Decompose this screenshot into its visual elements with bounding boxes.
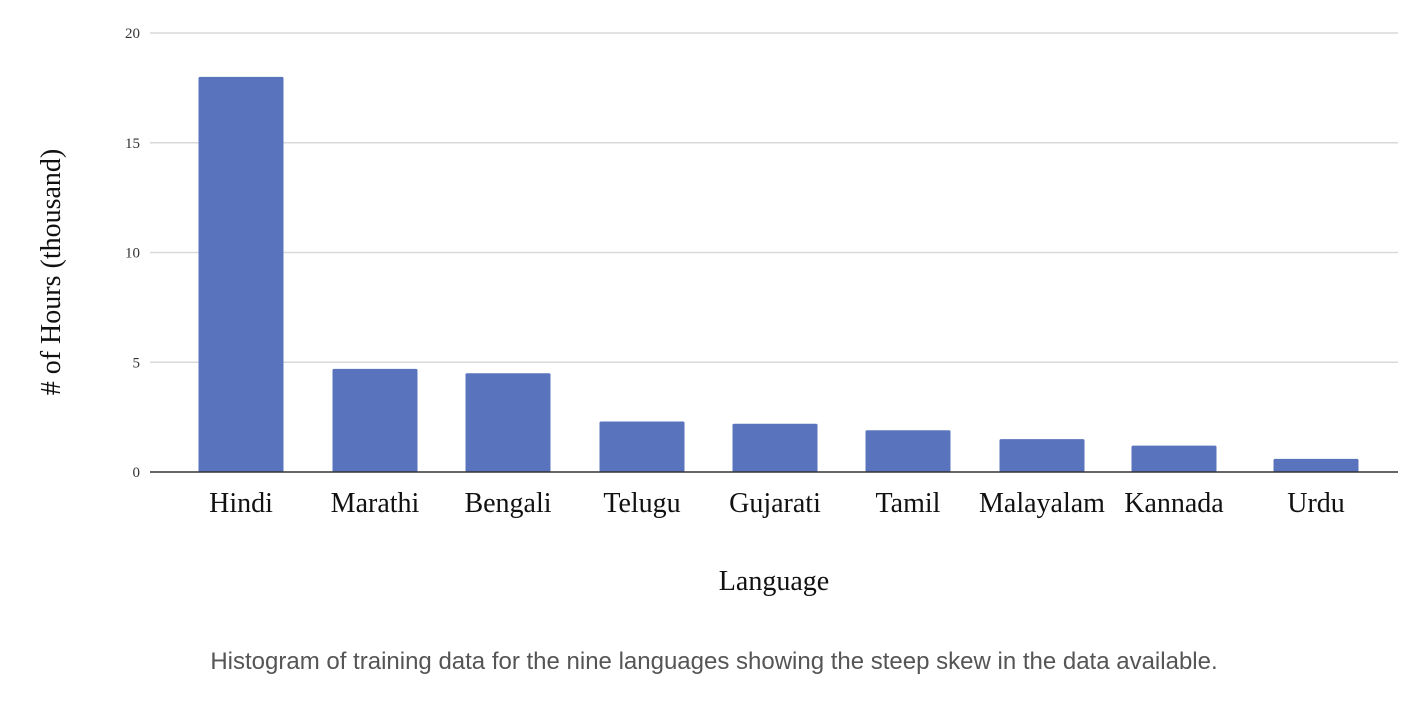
bar-marathi <box>332 368 418 472</box>
x-tick-labels: Hindi Marathi Bengali Telugu Gujarati Tamil Ma… <box>209 488 1345 519</box>
x-tick-label: Hindi <box>209 488 273 519</box>
y-tick-label: 15 <box>125 136 140 152</box>
chart-svg: 0 5 10 15 20 Hindi Marathi Bengali Telugu Gujara… <box>36 26 1398 597</box>
bar-gujarati <box>732 423 818 472</box>
x-axis-title: Language <box>719 566 829 597</box>
x-tick-label: Gujarati <box>729 488 821 519</box>
y-tick-label: 10 <box>125 246 140 262</box>
x-tick-label: Telugu <box>603 488 680 519</box>
bar-kannada <box>1131 445 1217 472</box>
bars <box>198 76 1359 473</box>
bar-bengali <box>465 373 551 472</box>
y-tick-label: 0 <box>133 465 141 481</box>
figure-caption: Histogram of training data for the nine … <box>210 648 1218 675</box>
x-tick-label: Urdu <box>1287 488 1345 519</box>
x-tick-label: Kannada <box>1124 488 1224 519</box>
bar-chart: 0 5 10 15 20 Hindi Marathi Bengali Telugu Gujara… <box>36 26 1398 597</box>
x-tick-label: Tamil <box>876 488 941 519</box>
y-axis-title: # of Hours (thousand) <box>36 149 67 396</box>
x-tick-label: Malayalam <box>979 488 1105 519</box>
bar-urdu <box>1273 458 1359 472</box>
bar-hindi <box>198 76 284 473</box>
x-tick-label: Bengali <box>464 488 551 519</box>
y-tick-label: 5 <box>133 355 141 371</box>
x-tick-label: Marathi <box>331 488 420 519</box>
bar-malayalam <box>999 439 1085 472</box>
y-tick-label: 20 <box>125 26 140 42</box>
bar-tamil <box>865 430 951 472</box>
gridlines <box>150 32 1398 363</box>
y-tick-labels: 0 5 10 15 20 <box>125 26 140 481</box>
bar-telugu <box>599 421 685 472</box>
